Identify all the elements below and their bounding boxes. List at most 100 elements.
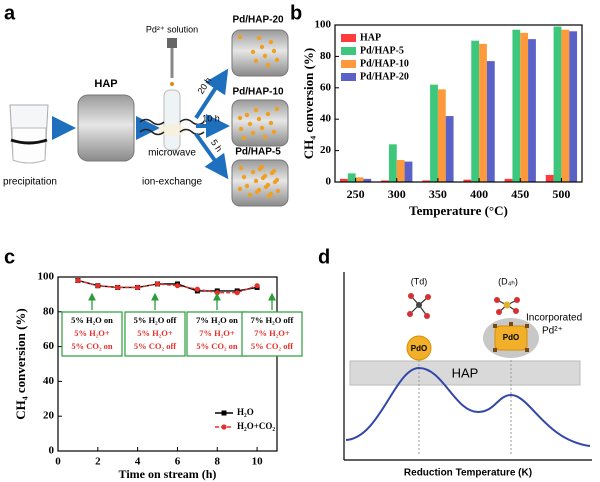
- pd-particle: [250, 169, 256, 175]
- x-axis-label: Temperature (°C): [409, 203, 508, 218]
- annotation-text: 5% CO₂ on: [196, 341, 238, 351]
- pd-particle: [237, 115, 243, 121]
- bar: [388, 144, 397, 182]
- bar: [404, 161, 413, 182]
- pd-particle: [253, 58, 259, 64]
- pd-particle: [237, 34, 243, 40]
- annotation-box: [61, 311, 123, 357]
- label: Pd²⁺ solution: [146, 24, 198, 34]
- annotation-text: 5% CO₂ on: [71, 341, 113, 351]
- drum: [231, 29, 289, 77]
- marker: [174, 283, 181, 289]
- bar: [430, 84, 438, 182]
- bar: [545, 174, 554, 182]
- pd-particle: [256, 116, 262, 122]
- support-label: HAP: [452, 365, 479, 380]
- pd-particle: [244, 112, 250, 118]
- y-tick-label: 80: [43, 305, 55, 317]
- legend-swatch: [341, 47, 356, 55]
- pd-particle: [253, 178, 259, 184]
- label: 5 h: [209, 138, 224, 154]
- label: microwave: [148, 148, 196, 159]
- bar: [463, 179, 472, 182]
- bar: [363, 178, 372, 182]
- y-tick-label: 0: [326, 176, 332, 188]
- label: Pd/HAP-10: [232, 87, 284, 98]
- beaker-liquid: [11, 127, 47, 164]
- pd-particle: [250, 49, 256, 55]
- pd-particle: [274, 57, 280, 63]
- bar: [445, 116, 454, 182]
- bar: [553, 26, 562, 182]
- scheme: HAP Pd²⁺ solution precipitation microwav…: [3, 15, 284, 188]
- annotation-text: 5% H₂O+: [74, 328, 110, 338]
- x-tick-label: 2: [95, 456, 101, 468]
- legend-label: H₂O: [237, 407, 254, 417]
- y-tick-label: 60: [43, 340, 55, 352]
- pd-particle: [269, 170, 275, 176]
- marker: [234, 290, 240, 296]
- marker: [154, 281, 161, 287]
- pd-particle: [253, 107, 259, 113]
- annotation: Incorporated: [526, 313, 582, 324]
- legend-label: Pd/HAP-5: [360, 45, 404, 56]
- legend-swatch: [341, 34, 356, 42]
- marker: [221, 410, 227, 416]
- bar: [504, 178, 513, 182]
- pd-particle: [259, 125, 265, 131]
- annotation-text: 5% CO₂ off: [134, 341, 176, 351]
- x-tick-label: 8: [215, 456, 221, 468]
- y-axis-label: CH₄ conversion (%): [301, 48, 316, 160]
- annotation-box: [186, 311, 248, 357]
- marker: [254, 283, 260, 289]
- marker: [75, 277, 81, 284]
- pd-particle: [238, 126, 244, 132]
- pipette-head: [167, 38, 177, 48]
- pd-particle: [262, 134, 268, 140]
- panel-label: b: [290, 2, 302, 24]
- legend-swatch: [341, 73, 356, 81]
- bar: [422, 180, 431, 182]
- pd-particle: [268, 120, 274, 126]
- microwave-waves: [139, 118, 205, 136]
- series-line: [77, 279, 258, 294]
- pd-particle: [244, 183, 250, 189]
- pd-particle: [247, 192, 253, 198]
- legend-label: HAP: [360, 32, 381, 43]
- y-axis-label: CH₄ conversion (%): [13, 308, 28, 420]
- pd-particle: [265, 111, 271, 117]
- legend-swatch: [341, 60, 356, 68]
- annotation-text: 5% H₂O+: [137, 328, 173, 338]
- y-tick-label: 40: [320, 113, 332, 125]
- site-label: (D₄ₕ): [498, 276, 518, 286]
- pd-particle: [274, 106, 280, 112]
- pd-particle: [247, 121, 253, 127]
- x-tick-label: 0: [55, 456, 61, 468]
- x-tick-label: 350: [429, 187, 447, 201]
- particle: [406, 335, 432, 361]
- vial-glow: [158, 124, 186, 136]
- x-axis-label: Time on stream (h): [119, 467, 217, 481]
- drop: [170, 82, 174, 86]
- legend-label: Pd/HAP-20: [360, 71, 409, 82]
- bar: [381, 180, 389, 182]
- bar: [479, 43, 487, 183]
- label: HAP: [94, 78, 117, 90]
- pd-particle: [275, 188, 281, 194]
- legend-label: H₂O+CO₂: [237, 421, 275, 431]
- bar: [512, 29, 521, 183]
- bar: [569, 31, 578, 183]
- annotation-box: [241, 311, 303, 357]
- annotation-box: [124, 311, 186, 357]
- pd-particle: [238, 165, 244, 171]
- bar: [520, 32, 529, 182]
- pd-particle: [262, 53, 268, 59]
- y-tick-label: 60: [320, 81, 332, 93]
- legend-label: Pd/HAP-10: [360, 58, 409, 69]
- annotation-text: 7% H₂O off: [251, 315, 294, 325]
- annotation-text: 5% H₂O on: [71, 315, 113, 325]
- arrow: [194, 132, 229, 180]
- x-tick-label: 250: [347, 187, 365, 201]
- y-tick-label: 20: [43, 410, 55, 422]
